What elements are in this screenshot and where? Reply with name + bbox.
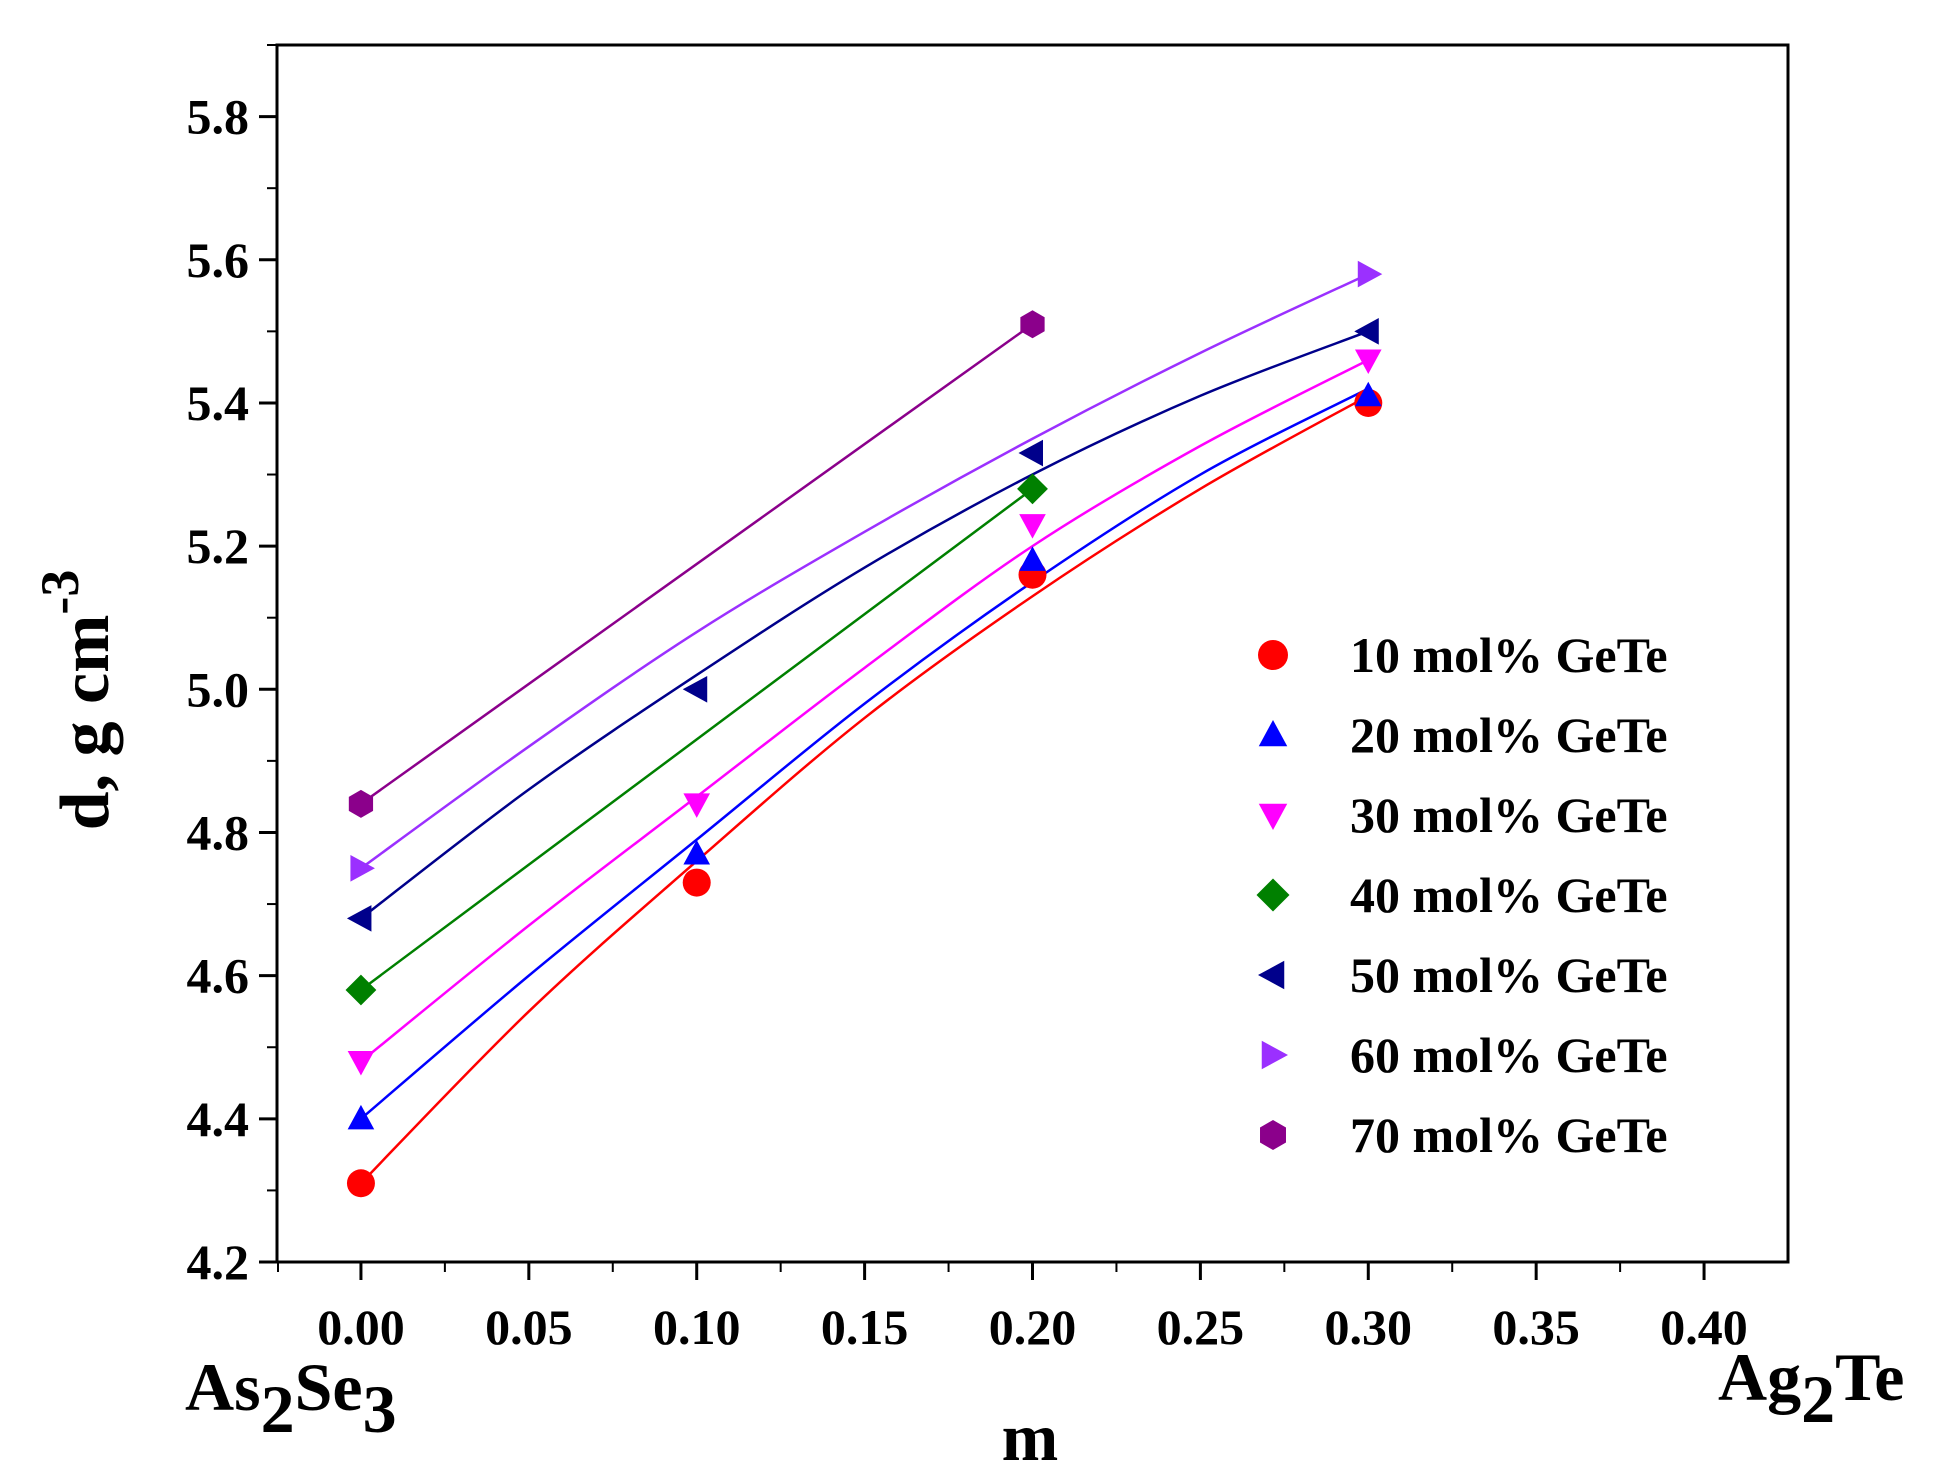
x-tick-label: 0.15 <box>821 1299 909 1355</box>
data-point-series-3 <box>347 1051 375 1076</box>
x-axis-ticks: 0.00 0.05 0.10 0.15 0.20 0.25 0.30 0.35 0.40 <box>277 1262 1748 1355</box>
legend-marker-1 <box>1258 640 1288 670</box>
y-tick-label: 5.0 <box>187 661 250 717</box>
x-axis-title: m <box>1002 1399 1059 1475</box>
fit-line-series-3 <box>360 358 1369 1063</box>
data-point-series-7 <box>348 789 374 818</box>
legend: 10 mol% GeTe 20 mol% GeTe 30 mol% GeTe 40 m… <box>1256 627 1668 1163</box>
data-point-series-5 <box>1354 318 1379 345</box>
data-markers <box>345 260 1383 1198</box>
legend-label-7: 70 mol% GeTe <box>1350 1107 1668 1163</box>
data-point-series-1 <box>346 1169 375 1198</box>
x-tick-label: 0.20 <box>989 1299 1077 1355</box>
data-point-series-3 <box>1354 349 1382 374</box>
data-point-series-6 <box>350 854 375 882</box>
data-point-series-2 <box>683 839 711 865</box>
legend-label-6: 60 mol% GeTe <box>1350 1027 1668 1083</box>
x-tick-label: 0.35 <box>1492 1299 1580 1355</box>
data-point-series-7 <box>1020 310 1045 339</box>
legend-marker-6 <box>1261 1040 1288 1070</box>
data-point-series-5 <box>1018 439 1043 467</box>
legend-label-2: 20 mol% GeTe <box>1350 707 1668 763</box>
y-axis-title-main: d, g cm <box>47 615 124 831</box>
x-left-end-label: As2Se3 <box>185 1349 397 1447</box>
data-point-series-5 <box>346 905 372 932</box>
y-tick-label: 5.2 <box>187 518 250 574</box>
y-axis-title: d, g cm-3 <box>30 570 124 831</box>
fit-line-series-5 <box>360 330 1369 920</box>
data-point-series-4 <box>345 974 377 1006</box>
x-tick-label: 0.25 <box>1157 1299 1245 1355</box>
x-right-end-label: Ag2Te <box>1718 1339 1904 1437</box>
legend-label-1: 10 mol% GeTe <box>1350 627 1668 683</box>
legend-marker-5 <box>1258 960 1285 990</box>
fit-line-series-4 <box>360 487 1034 991</box>
data-point-series-5 <box>682 675 708 703</box>
data-point-series-2 <box>347 1104 375 1130</box>
data-point-series-2 <box>1354 381 1382 407</box>
fit-lines <box>360 272 1369 1185</box>
y-axis-title-superscript: -3 <box>30 570 90 615</box>
data-point-series-3 <box>1019 514 1046 539</box>
x-tick-label: 0.00 <box>317 1299 405 1355</box>
data-point-series-2 <box>1019 546 1046 571</box>
fit-line-series-2 <box>360 387 1369 1120</box>
y-tick-label: 5.6 <box>187 232 250 288</box>
x-tick-label: 0.40 <box>1660 1299 1748 1355</box>
x-tick-label: 0.30 <box>1325 1299 1413 1355</box>
fit-line-series-7 <box>360 323 1034 805</box>
legend-marker-3 <box>1258 803 1288 830</box>
legend-label-5: 50 mol% GeTe <box>1350 947 1668 1003</box>
legend-label-4: 40 mol% GeTe <box>1350 867 1668 923</box>
legend-marker-4 <box>1256 878 1290 912</box>
y-tick-label: 4.2 <box>187 1234 250 1290</box>
y-tick-label: 4.8 <box>187 804 250 860</box>
legend-label-3: 30 mol% GeTe <box>1350 787 1668 843</box>
legend-marker-7 <box>1260 1120 1286 1150</box>
fit-line-series-6 <box>360 272 1369 870</box>
data-point-series-1 <box>682 868 711 897</box>
y-tick-label: 4.4 <box>187 1091 250 1147</box>
y-tick-label: 5.4 <box>187 375 250 431</box>
y-axis-ticks: 4.2 4.4 4.6 4.8 5.0 5.2 5.4 5.6 5.8 <box>187 44 277 1290</box>
data-point-series-3 <box>683 793 711 818</box>
y-tick-label: 5.8 <box>187 89 250 145</box>
legend-marker-2 <box>1258 720 1288 747</box>
data-point-series-4 <box>1017 473 1048 505</box>
x-tick-label: 0.05 <box>485 1299 573 1355</box>
data-point-series-6 <box>1357 260 1383 288</box>
y-tick-label: 4.6 <box>187 948 250 1004</box>
x-tick-label: 0.10 <box>653 1299 741 1355</box>
fit-line-series-1 <box>360 394 1369 1185</box>
